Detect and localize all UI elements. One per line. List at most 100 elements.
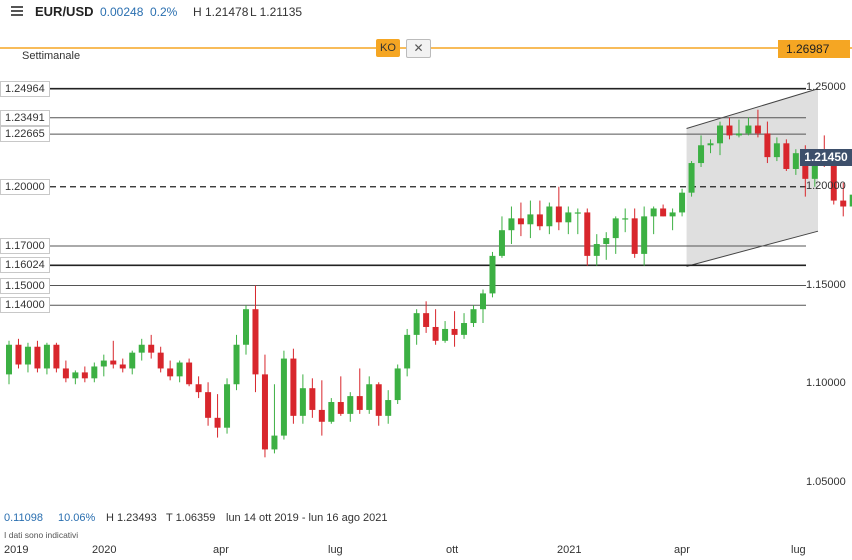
candle (508, 206, 515, 245)
candle-body (698, 145, 705, 164)
candle (423, 301, 430, 333)
candle-body (764, 133, 771, 158)
candle (299, 374, 306, 424)
candle-body (726, 125, 733, 136)
level-tag[interactable]: 1.14000 (0, 297, 50, 314)
candle-body (641, 216, 648, 254)
candle-body (34, 346, 41, 369)
candle (309, 378, 316, 418)
candle-body (830, 165, 837, 201)
candle (366, 376, 373, 414)
level-tag[interactable]: 1.17000 (0, 238, 50, 254)
candle (593, 234, 600, 266)
candle-body (15, 344, 22, 365)
candle (224, 378, 231, 434)
candle (328, 398, 335, 424)
candle (356, 368, 363, 414)
candle-body (622, 218, 629, 220)
level-tag[interactable]: 1.23491 (0, 109, 50, 126)
candle-body (62, 368, 69, 379)
candle (650, 206, 657, 235)
candle (669, 208, 676, 231)
candle-body (451, 328, 458, 335)
candle-body (129, 352, 136, 369)
candle-body (252, 309, 259, 375)
candle (205, 382, 212, 426)
y-tick-label: 1.15000 (806, 278, 846, 291)
menu-icon[interactable] (11, 6, 23, 16)
candle (43, 342, 50, 375)
session-low: L 1.21135 (250, 5, 303, 19)
candle-body (565, 212, 572, 223)
candle (318, 380, 325, 436)
candle-body (224, 384, 231, 428)
y-tick-label: 1.25000 (806, 81, 846, 93)
symbol-name[interactable]: EUR/USD (35, 4, 94, 19)
ko-button[interactable]: KO (376, 39, 400, 57)
candle-body (24, 346, 31, 365)
channel-fill (686, 88, 818, 267)
session-high: H 1.21478 (193, 5, 249, 19)
candle-body (593, 244, 600, 256)
candle-body (461, 323, 468, 335)
candle-body (679, 192, 686, 213)
candle (290, 348, 297, 424)
candle-body (792, 153, 799, 169)
candle (100, 354, 107, 377)
candle (517, 202, 524, 237)
candle (148, 334, 155, 359)
candle (849, 194, 852, 207)
level-tag[interactable]: 1.15000 (0, 277, 50, 294)
candle-body (754, 125, 761, 134)
level-tag[interactable]: 1.16024 (0, 257, 50, 274)
candle-body (802, 153, 809, 179)
candle-body (337, 402, 344, 414)
candle (34, 340, 41, 373)
candle (62, 360, 69, 383)
candle-body (328, 402, 335, 422)
level-tag[interactable]: 1.20000 (0, 178, 50, 195)
y-tick-label: 1.20000 (806, 179, 846, 192)
alert-price-tag[interactable]: 1.26987 (778, 40, 850, 58)
candle-body (603, 238, 610, 245)
x-tick-label: 2020 (92, 544, 117, 556)
candle-body (423, 313, 430, 327)
candle (735, 119, 742, 138)
candle (157, 346, 164, 373)
x-tick-label: apr (674, 544, 690, 556)
candle (688, 161, 695, 197)
close-alert-button[interactable]: ✕ (406, 39, 431, 58)
candle (404, 328, 411, 377)
candle (91, 362, 98, 383)
candle-body (186, 362, 193, 385)
candle-body (584, 212, 591, 256)
candle-body (53, 344, 60, 369)
candle-body (119, 364, 126, 369)
level-tag[interactable]: 1.24964 (0, 80, 50, 97)
candle (660, 204, 667, 217)
range-value: 0.11098 (4, 512, 43, 524)
price-channel (686, 88, 819, 267)
candle-body (347, 396, 354, 414)
candle (631, 208, 638, 258)
level-tag[interactable]: 1.22665 (0, 126, 50, 143)
candle-body (72, 372, 79, 379)
candle-body (574, 212, 581, 214)
candle (717, 121, 723, 156)
candle (252, 285, 259, 393)
period-high: H 1.23493 (106, 512, 157, 524)
candle (527, 200, 534, 239)
price-change: 0.00248 (100, 5, 144, 19)
candle-body (309, 388, 316, 410)
candle-body (517, 218, 524, 225)
candle-body (650, 208, 657, 217)
candle (280, 350, 287, 440)
candle (461, 313, 468, 339)
y-tick-label: 1.05000 (806, 476, 846, 488)
horizontal-levels (0, 87, 806, 306)
candle (243, 305, 249, 355)
x-tick-label: lug (791, 544, 806, 556)
candle-body (470, 309, 477, 324)
candle (574, 208, 581, 235)
